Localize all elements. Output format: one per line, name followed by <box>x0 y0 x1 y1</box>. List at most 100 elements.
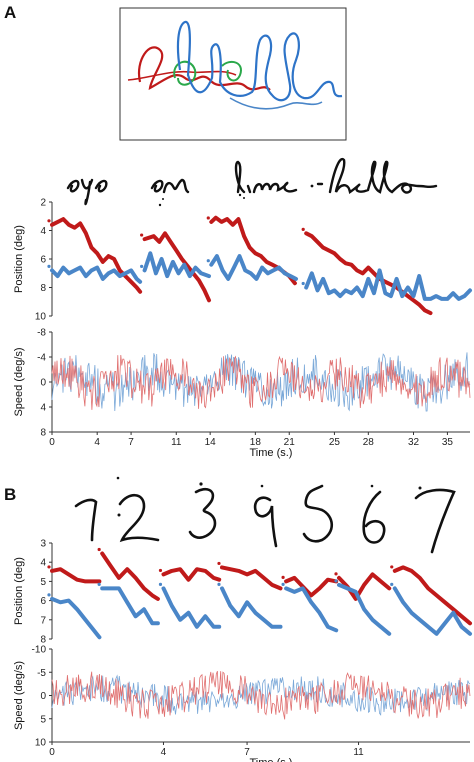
blue-position-series <box>304 268 472 301</box>
blue-position-series <box>100 586 160 626</box>
digit-3 <box>188 487 217 539</box>
handwriting-b <box>74 484 456 554</box>
digit-4 <box>253 496 278 548</box>
x-tick-label: 28 <box>363 437 375 448</box>
blue-position-series <box>284 586 339 633</box>
blue-position-series <box>337 582 392 636</box>
handwriting-a-dots <box>158 184 314 207</box>
chart-b-speed: -10 -5 0 5 10 Speed (deg/s) 0 4 7 11 Time (s.) <box>13 645 471 762</box>
x-tick-label: 25 <box>329 437 341 448</box>
x-tick-label: 21 <box>284 437 296 448</box>
blue-trajectory <box>176 20 343 102</box>
digit-5 <box>302 484 334 543</box>
word-on <box>150 178 190 194</box>
red-position-series <box>50 567 102 584</box>
blue-speed-series <box>51 674 471 716</box>
blue-position-point <box>140 264 144 268</box>
x-tick-label: 14 <box>205 437 217 448</box>
x-tick-label: 32 <box>408 437 420 448</box>
x-tick-label: 11 <box>171 437 182 448</box>
red-position-point <box>140 233 144 237</box>
blue-position-series <box>50 596 102 640</box>
blue-position-point <box>206 259 210 263</box>
y-axis-label: Position (deg) <box>13 225 25 293</box>
blue-position-point <box>97 582 101 586</box>
y-tick-label: 7 <box>40 615 46 626</box>
blue-position-series <box>220 586 283 629</box>
blue-position-point <box>334 579 338 583</box>
word-line <box>234 160 298 194</box>
y-axis-label: Speed (deg/s) <box>13 347 25 416</box>
red-position-series <box>392 565 472 626</box>
blue-position-series <box>392 586 472 636</box>
x-tick-label: 4 <box>94 437 100 448</box>
y-tick-label: 2 <box>40 198 46 209</box>
digit-6 <box>362 490 386 544</box>
x-tick-label: 4 <box>161 747 167 758</box>
y-tick-label: 10 <box>35 312 47 323</box>
y-tick-label: 5 <box>40 577 46 588</box>
digit-7 <box>414 488 456 554</box>
green-trajectory <box>173 60 242 86</box>
chart-a-position: 2 4 6 8 10 Position (deg) <box>13 198 472 323</box>
red-position-series <box>284 575 339 598</box>
blue-trajectory-tail <box>229 97 323 110</box>
x-tick-label: 0 <box>49 747 55 758</box>
red-trajectory-stroke <box>127 70 237 81</box>
x-axis-label: Time (s.) <box>250 447 293 459</box>
blue-position-point <box>390 582 394 586</box>
x-tick-label: 7 <box>128 437 134 448</box>
y-tick-label: 4 <box>40 226 46 237</box>
y-tick-label: 4 <box>40 403 46 414</box>
y-tick-label: -8 <box>37 328 46 339</box>
y-tick-label: 3 <box>40 539 46 550</box>
chart-b-position: 3 4 5 6 7 8 Position (deg) <box>13 539 472 646</box>
red-position-series <box>161 567 222 582</box>
y-tick-label: 0 <box>40 378 46 389</box>
x-tick-label: 18 <box>250 437 262 448</box>
red-position-point <box>97 547 101 552</box>
panel-label-b: B <box>4 485 16 504</box>
red-position-series <box>100 551 160 601</box>
red-position-point <box>301 227 305 231</box>
y-tick-label: 4 <box>40 558 46 569</box>
y-tick-label: 6 <box>40 596 46 607</box>
red-position-point <box>217 561 221 566</box>
x-tick-label: 0 <box>49 437 55 448</box>
red-speed-series <box>51 671 471 720</box>
y-tick-label: -10 <box>32 645 47 656</box>
y-tick-label: -5 <box>37 668 46 679</box>
y-tick-label: 8 <box>40 428 46 439</box>
blue-position-point <box>47 593 51 597</box>
y-tick-label: -4 <box>37 353 46 364</box>
panel-label-a: A <box>4 3 16 22</box>
red-position-point <box>390 565 394 569</box>
blue-position-series <box>142 251 211 279</box>
blue-position-point <box>158 582 163 586</box>
red-position-point <box>47 219 51 223</box>
blue-position-series <box>209 254 298 281</box>
blue-position-series <box>161 586 222 629</box>
y-axis-label: Position (deg) <box>13 557 25 625</box>
red-position-point <box>47 565 51 569</box>
trajectory-drawing <box>119 7 347 141</box>
blue-speed-series <box>51 352 471 412</box>
y-tick-label: 6 <box>40 255 46 266</box>
y-axis-label: Speed (deg/s) <box>13 661 25 730</box>
red-position-point <box>281 575 285 580</box>
red-position-point <box>206 216 210 220</box>
red-position-series <box>50 217 143 294</box>
word-eye <box>66 178 108 206</box>
red-trajectory <box>137 46 271 91</box>
handwriting-a <box>66 157 438 206</box>
y-tick-label: 10 <box>35 738 47 749</box>
chart-a-speed: -8 -4 0 4 8 Speed (deg/s) 0 4 7 11 14 18 21 25 28 32 35 T… <box>13 328 471 459</box>
x-axis-label: Time (s.) <box>250 757 293 762</box>
x-tick-label: 11 <box>353 747 364 758</box>
digit-1 <box>74 498 98 542</box>
red-position-point <box>158 568 163 573</box>
word-hello <box>316 157 438 194</box>
blue-position-series <box>50 265 143 284</box>
handwriting-b-dots <box>116 476 422 517</box>
